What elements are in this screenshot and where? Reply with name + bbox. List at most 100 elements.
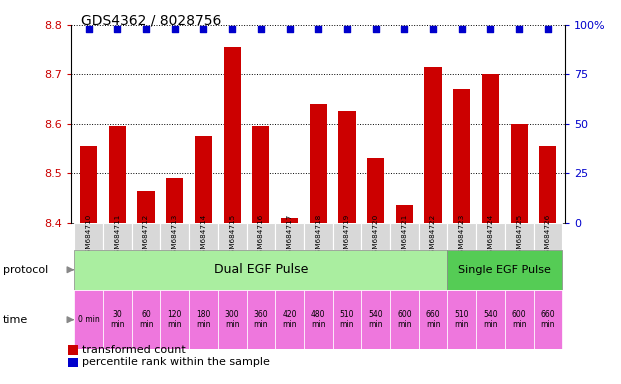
Bar (447, 223, 476, 250)
Bar (338, 111, 356, 223)
Text: 600
min: 600 min (397, 310, 412, 329)
Text: GSM684712: GSM684712 (143, 214, 149, 258)
Point (486, 26, 496, 32)
Point (199, 26, 209, 32)
Point (141, 26, 151, 32)
Text: GDS4362 / 8028756: GDS4362 / 8028756 (81, 13, 221, 27)
Text: GSM684711: GSM684711 (114, 214, 120, 258)
Bar (137, 190, 155, 223)
Bar (189, 290, 218, 349)
Text: 420
min: 420 min (283, 310, 297, 329)
Text: transformed count: transformed count (82, 345, 186, 355)
Bar (453, 89, 470, 223)
Bar (247, 290, 275, 349)
Bar (367, 159, 384, 223)
Text: GSM684721: GSM684721 (401, 214, 407, 258)
Bar (132, 223, 160, 250)
Text: 660
min: 660 min (540, 310, 555, 329)
Text: GSM684713: GSM684713 (172, 214, 178, 258)
Text: 30
min: 30 min (110, 310, 125, 329)
Text: GSM684719: GSM684719 (344, 214, 350, 258)
Bar (361, 290, 390, 349)
Text: GSM684725: GSM684725 (516, 214, 522, 258)
Bar (505, 290, 533, 349)
Bar (275, 223, 304, 250)
Bar (304, 290, 333, 349)
Text: Dual EGF Pulse: Dual EGF Pulse (214, 263, 308, 276)
Text: 300
min: 300 min (225, 310, 240, 329)
Text: GSM684715: GSM684715 (229, 214, 235, 258)
Point (342, 26, 352, 32)
Text: 510
min: 510 min (455, 310, 469, 329)
Bar (505, 223, 533, 250)
Point (170, 26, 179, 32)
Point (284, 26, 294, 32)
Bar (533, 290, 562, 349)
Text: GSM684726: GSM684726 (545, 214, 551, 258)
Text: percentile rank within the sample: percentile rank within the sample (82, 358, 270, 367)
Point (313, 26, 323, 32)
Bar (310, 104, 327, 223)
Point (543, 26, 553, 32)
Bar (476, 290, 505, 349)
Text: GSM684720: GSM684720 (373, 214, 379, 258)
Text: 540
min: 540 min (483, 310, 498, 329)
Bar (390, 290, 419, 349)
Bar (218, 290, 247, 349)
Text: Single EGF Pulse: Single EGF Pulse (458, 265, 551, 275)
Bar (447, 250, 562, 290)
Bar (333, 223, 361, 250)
Bar (361, 223, 390, 250)
Point (112, 26, 122, 32)
Text: GSM684717: GSM684717 (286, 214, 292, 258)
Point (371, 26, 381, 32)
Bar (132, 290, 160, 349)
Bar (75, 250, 447, 290)
Point (428, 26, 438, 32)
Bar (195, 136, 212, 223)
Text: GSM684723: GSM684723 (459, 214, 465, 258)
Text: GSM684716: GSM684716 (258, 214, 264, 258)
Text: time: time (3, 314, 29, 325)
Bar (166, 178, 183, 223)
Bar (189, 223, 218, 250)
Text: GSM684710: GSM684710 (86, 214, 92, 258)
Bar (390, 223, 419, 250)
Bar (80, 146, 97, 223)
Bar (247, 223, 275, 250)
Bar (396, 205, 413, 223)
Bar (160, 290, 189, 349)
Point (227, 26, 237, 32)
Point (399, 26, 409, 32)
Bar (539, 146, 556, 223)
Text: 660
min: 660 min (426, 310, 440, 329)
Bar (425, 67, 442, 223)
Point (84, 26, 94, 32)
Bar (275, 290, 304, 349)
Bar (333, 290, 361, 349)
Point (514, 26, 524, 32)
Text: 60
min: 60 min (138, 310, 153, 329)
Text: 0 min: 0 min (78, 315, 99, 324)
Text: GSM684714: GSM684714 (201, 214, 206, 258)
Text: GSM684718: GSM684718 (315, 214, 321, 258)
Bar (419, 290, 447, 349)
Text: 600
min: 600 min (512, 310, 527, 329)
Point (256, 26, 266, 32)
Bar (103, 223, 132, 250)
Bar (476, 223, 505, 250)
Bar (419, 223, 447, 250)
Bar (109, 126, 126, 223)
Bar (75, 223, 103, 250)
Bar (304, 223, 333, 250)
Point (457, 26, 467, 32)
Bar (281, 218, 298, 223)
Bar (103, 290, 132, 349)
Text: 510
min: 510 min (340, 310, 354, 329)
Text: 360
min: 360 min (253, 310, 268, 329)
Text: 480
min: 480 min (311, 310, 325, 329)
Text: 120
min: 120 min (168, 310, 182, 329)
Bar (218, 223, 247, 250)
Bar (482, 74, 499, 223)
Text: 180
min: 180 min (196, 310, 211, 329)
